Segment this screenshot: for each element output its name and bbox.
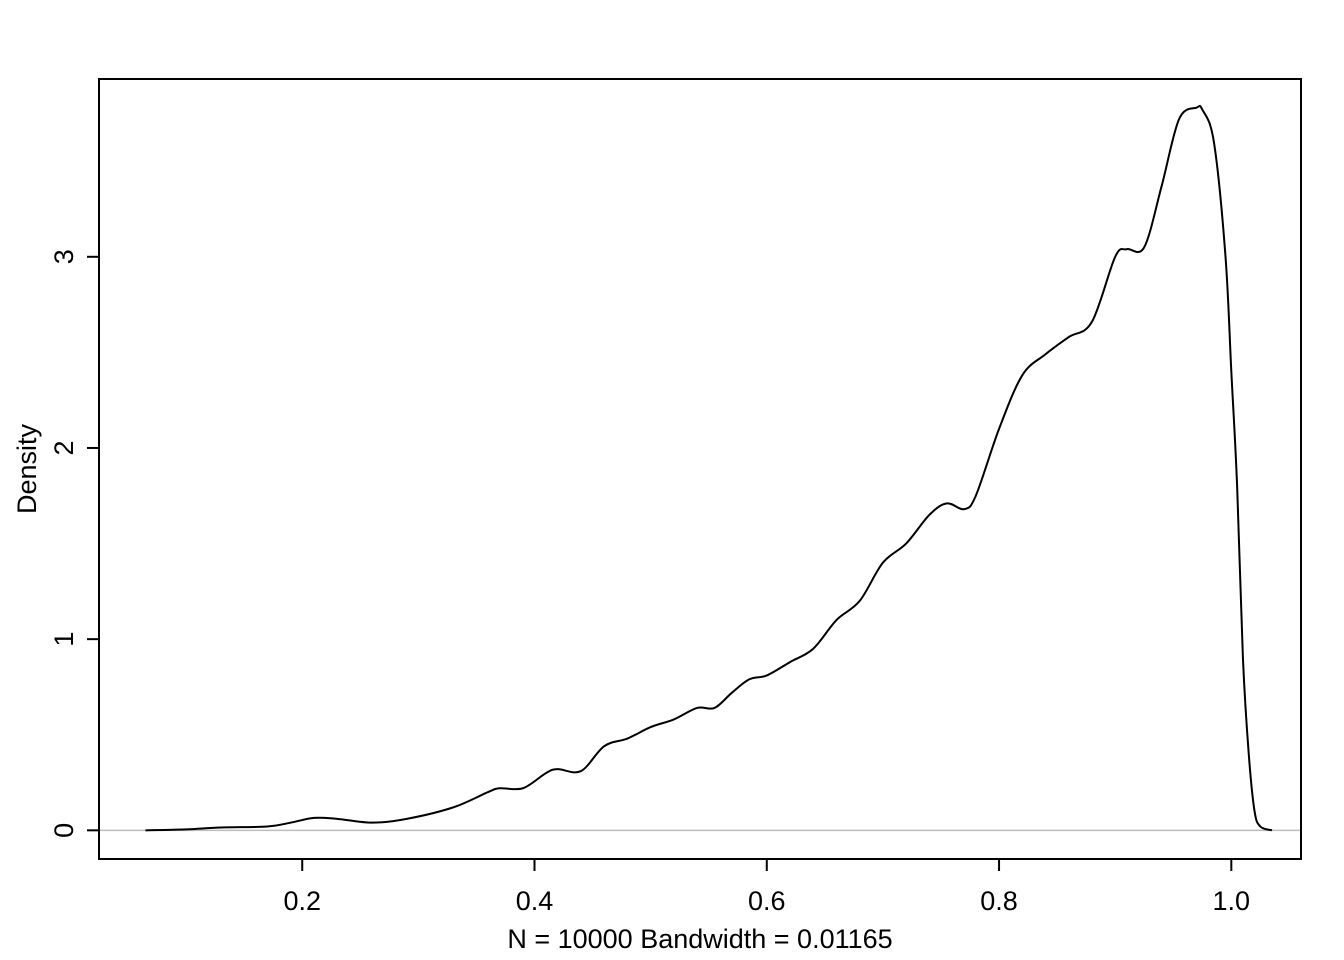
plot-frame	[98, 78, 1302, 860]
x-axis-label: N = 10000 Bandwidth = 0.01165	[507, 924, 892, 954]
x-tick-label: 0.4	[516, 886, 554, 916]
y-tick-label: 0	[49, 823, 79, 838]
x-tick-label: 0.2	[283, 886, 321, 916]
density-curve	[145, 104, 1273, 832]
y-tick-label: 3	[49, 249, 79, 264]
x-tick-label: 0.8	[980, 886, 1018, 916]
y-tick-label: 2	[49, 440, 79, 455]
x-tick-label: 0.6	[748, 886, 786, 916]
y-axis-label: Density	[12, 423, 42, 514]
x-tick-label: 1.0	[1213, 886, 1251, 916]
plot-area: 0.2 0.4 0.6 0.8 1.0 0 1 2 3	[49, 78, 1302, 916]
y-tick-label: 1	[49, 632, 79, 647]
